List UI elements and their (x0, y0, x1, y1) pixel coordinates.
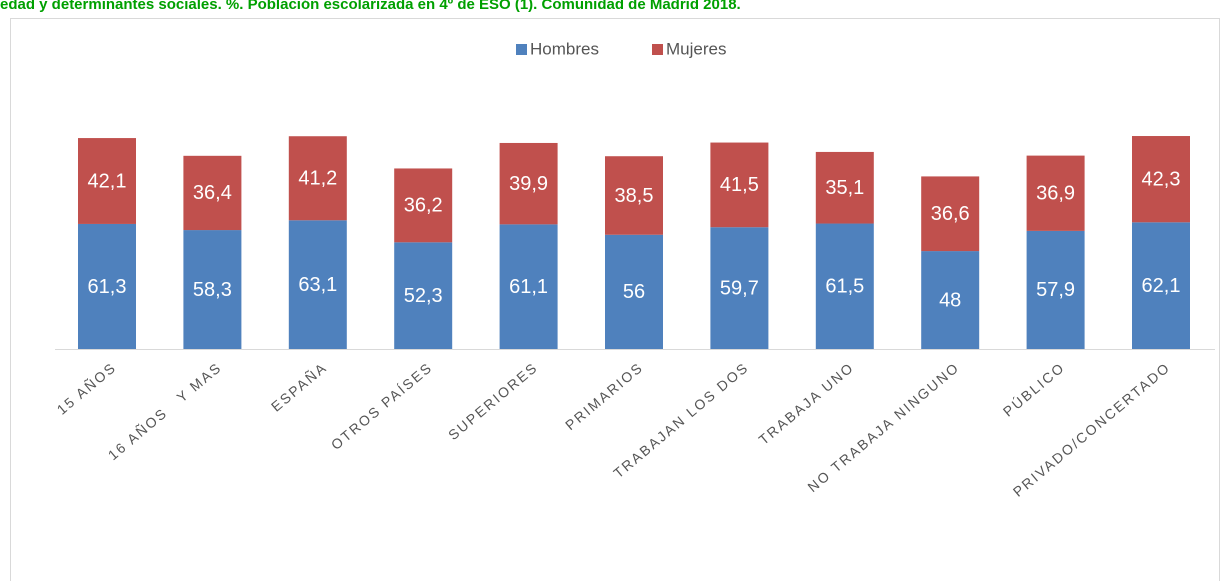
bar-segment (1132, 136, 1190, 223)
value-label: 36,2 (404, 195, 443, 217)
bar-segment (921, 176, 980, 252)
value-label: 42,3 (1142, 168, 1181, 190)
bar-segment (1132, 222, 1190, 349)
value-label: 61,3 (88, 276, 127, 298)
bar-segment (78, 138, 136, 224)
bar-segment (288, 136, 347, 221)
value-label: 38,5 (615, 185, 654, 207)
bar-segment (815, 223, 874, 349)
legend-label: Mujeres (666, 39, 726, 58)
value-label: 36,4 (193, 182, 232, 204)
bar-segment (605, 156, 663, 235)
bar-segment (394, 168, 453, 243)
value-label: 48 (939, 289, 961, 311)
value-label: 63,1 (298, 274, 337, 296)
value-label: 59,7 (720, 277, 759, 299)
value-label: 41,5 (720, 174, 759, 196)
bar-segment (394, 242, 453, 349)
legend-swatch (516, 44, 527, 55)
value-label: 41,2 (298, 168, 337, 190)
value-label: 52,3 (404, 285, 443, 307)
chart-title: edad y determinantes sociales. %. Poblac… (0, 0, 741, 13)
value-label: 58,3 (193, 279, 232, 301)
value-label: 36,6 (931, 203, 970, 225)
value-label: 39,9 (509, 173, 548, 195)
bar-segment (499, 142, 558, 225)
legend-label: Hombres (530, 39, 599, 58)
bar-segment (183, 230, 242, 349)
value-label: 35,1 (825, 177, 864, 199)
value-label: 61,1 (509, 276, 548, 298)
bar-segment (921, 251, 980, 349)
bar-segment (710, 227, 769, 349)
bar-segment (710, 142, 769, 228)
bar-segment (1026, 155, 1085, 231)
bar-segment (288, 220, 347, 349)
value-label: 42,1 (88, 170, 127, 192)
value-label: 56 (623, 281, 645, 303)
value-label: 62,1 (1142, 275, 1181, 297)
value-label: 61,5 (825, 276, 864, 298)
bar-segment (1026, 230, 1085, 349)
value-label: 57,9 (1036, 279, 1075, 301)
value-label: 36,9 (1036, 183, 1075, 205)
bar-segment (605, 234, 663, 349)
legend-swatch (652, 44, 663, 55)
bar-segment (78, 223, 136, 349)
bar-segment (183, 155, 242, 231)
bar-segment (499, 224, 558, 349)
bar-segment (815, 151, 874, 224)
